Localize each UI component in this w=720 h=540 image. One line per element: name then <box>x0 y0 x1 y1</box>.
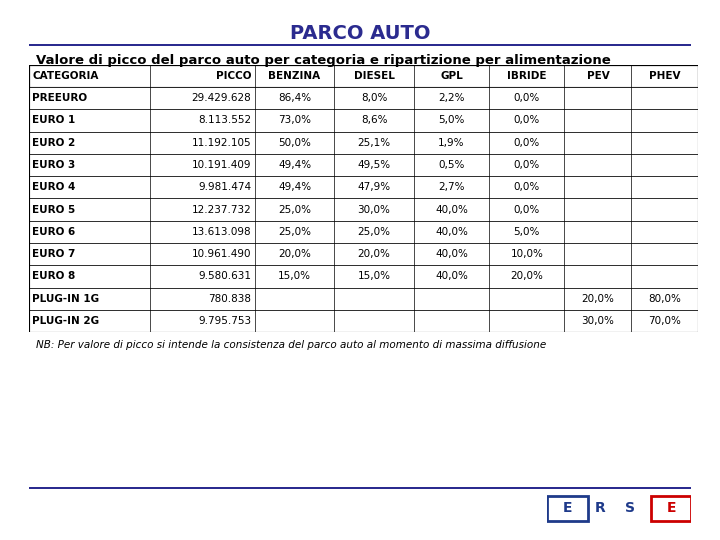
Text: 13.613.098: 13.613.098 <box>192 227 251 237</box>
Text: 49,4%: 49,4% <box>278 160 311 170</box>
Bar <box>29 265 698 287</box>
Bar <box>29 199 698 221</box>
Text: 8,0%: 8,0% <box>361 93 387 103</box>
Text: 0,0%: 0,0% <box>513 93 540 103</box>
Text: 15,0%: 15,0% <box>278 272 311 281</box>
Text: PLUG-IN 1G: PLUG-IN 1G <box>32 294 99 303</box>
Text: 12.237.732: 12.237.732 <box>192 205 251 214</box>
Text: PARCO AUTO: PARCO AUTO <box>289 24 431 43</box>
Text: 8,6%: 8,6% <box>361 116 387 125</box>
Text: 20,0%: 20,0% <box>510 272 544 281</box>
Text: 49,4%: 49,4% <box>278 183 311 192</box>
Text: 40,0%: 40,0% <box>435 227 468 237</box>
Text: 2,7%: 2,7% <box>438 183 464 192</box>
Text: 10,0%: 10,0% <box>510 249 544 259</box>
Text: E: E <box>562 501 572 515</box>
Text: 2,2%: 2,2% <box>438 93 464 103</box>
Text: 40,0%: 40,0% <box>435 249 468 259</box>
Text: EURO 2: EURO 2 <box>32 138 76 148</box>
Text: CATEGORIA: CATEGORIA <box>32 71 99 81</box>
Text: 25,0%: 25,0% <box>358 227 390 237</box>
Text: NB: Per valore di picco si intende la consistenza del parco auto al momento di m: NB: Per valore di picco si intende la co… <box>36 340 546 350</box>
Bar <box>29 287 698 310</box>
Text: GPL: GPL <box>440 71 463 81</box>
Bar <box>29 132 698 154</box>
Text: 9.795.753: 9.795.753 <box>198 316 251 326</box>
Text: PHEV: PHEV <box>649 71 680 81</box>
Text: 0,0%: 0,0% <box>513 205 540 214</box>
Text: 70,0%: 70,0% <box>649 316 681 326</box>
Text: 47,9%: 47,9% <box>358 183 391 192</box>
Text: 0,0%: 0,0% <box>513 183 540 192</box>
Bar <box>29 65 698 87</box>
Text: 0,0%: 0,0% <box>513 138 540 148</box>
Text: 25,1%: 25,1% <box>358 138 391 148</box>
Text: 40,0%: 40,0% <box>435 205 468 214</box>
Text: 20,0%: 20,0% <box>278 249 311 259</box>
Text: 49,5%: 49,5% <box>358 160 391 170</box>
Text: 11.192.105: 11.192.105 <box>192 138 251 148</box>
Text: 73,0%: 73,0% <box>278 116 311 125</box>
Text: 8.113.552: 8.113.552 <box>198 116 251 125</box>
Text: 25,0%: 25,0% <box>278 227 311 237</box>
Text: 780.838: 780.838 <box>209 294 251 303</box>
Text: DIESEL: DIESEL <box>354 71 395 81</box>
Text: 30,0%: 30,0% <box>582 316 614 326</box>
Text: EURO 3: EURO 3 <box>32 160 76 170</box>
Text: 29.429.628: 29.429.628 <box>192 93 251 103</box>
Text: BENZINA: BENZINA <box>269 71 320 81</box>
Text: 0,0%: 0,0% <box>513 116 540 125</box>
Text: 20,0%: 20,0% <box>358 249 390 259</box>
Text: 10.961.490: 10.961.490 <box>192 249 251 259</box>
Text: PEV: PEV <box>587 71 609 81</box>
Bar <box>29 221 698 243</box>
Text: R: R <box>595 501 606 515</box>
Text: 20,0%: 20,0% <box>582 294 614 303</box>
Text: IBRIDE: IBRIDE <box>507 71 546 81</box>
Text: 10.191.409: 10.191.409 <box>192 160 251 170</box>
Text: 50,0%: 50,0% <box>278 138 311 148</box>
Text: 9.981.474: 9.981.474 <box>198 183 251 192</box>
Text: E: E <box>666 501 676 515</box>
Text: EURO 4: EURO 4 <box>32 183 76 192</box>
Text: PICCO: PICCO <box>216 71 251 81</box>
Text: S: S <box>625 501 635 515</box>
Text: 0,5%: 0,5% <box>438 160 464 170</box>
Text: 9.580.631: 9.580.631 <box>199 272 251 281</box>
Text: Valore di picco del parco auto per categoria e ripartizione per alimentazione: Valore di picco del parco auto per categ… <box>36 54 611 67</box>
Bar <box>29 176 698 199</box>
Text: PLUG-IN 2G: PLUG-IN 2G <box>32 316 99 326</box>
Text: 1,9%: 1,9% <box>438 138 464 148</box>
Bar <box>651 496 691 521</box>
Text: 40,0%: 40,0% <box>435 272 468 281</box>
Bar <box>547 496 588 521</box>
Text: 86,4%: 86,4% <box>278 93 311 103</box>
Text: EURO 5: EURO 5 <box>32 205 76 214</box>
Text: 5,0%: 5,0% <box>513 227 540 237</box>
Bar <box>29 154 698 176</box>
Text: 5,0%: 5,0% <box>438 116 464 125</box>
Text: EURO 8: EURO 8 <box>32 272 76 281</box>
Text: EURO 6: EURO 6 <box>32 227 76 237</box>
Bar <box>29 87 698 109</box>
Bar <box>29 243 698 265</box>
Bar <box>29 109 698 132</box>
Bar <box>29 310 698 332</box>
Text: 25,0%: 25,0% <box>278 205 311 214</box>
Text: 30,0%: 30,0% <box>358 205 390 214</box>
Text: 0,0%: 0,0% <box>513 160 540 170</box>
Text: PREEURO: PREEURO <box>32 93 87 103</box>
Text: 15,0%: 15,0% <box>358 272 390 281</box>
Text: EURO 1: EURO 1 <box>32 116 76 125</box>
Text: 80,0%: 80,0% <box>649 294 681 303</box>
Text: EURO 7: EURO 7 <box>32 249 76 259</box>
